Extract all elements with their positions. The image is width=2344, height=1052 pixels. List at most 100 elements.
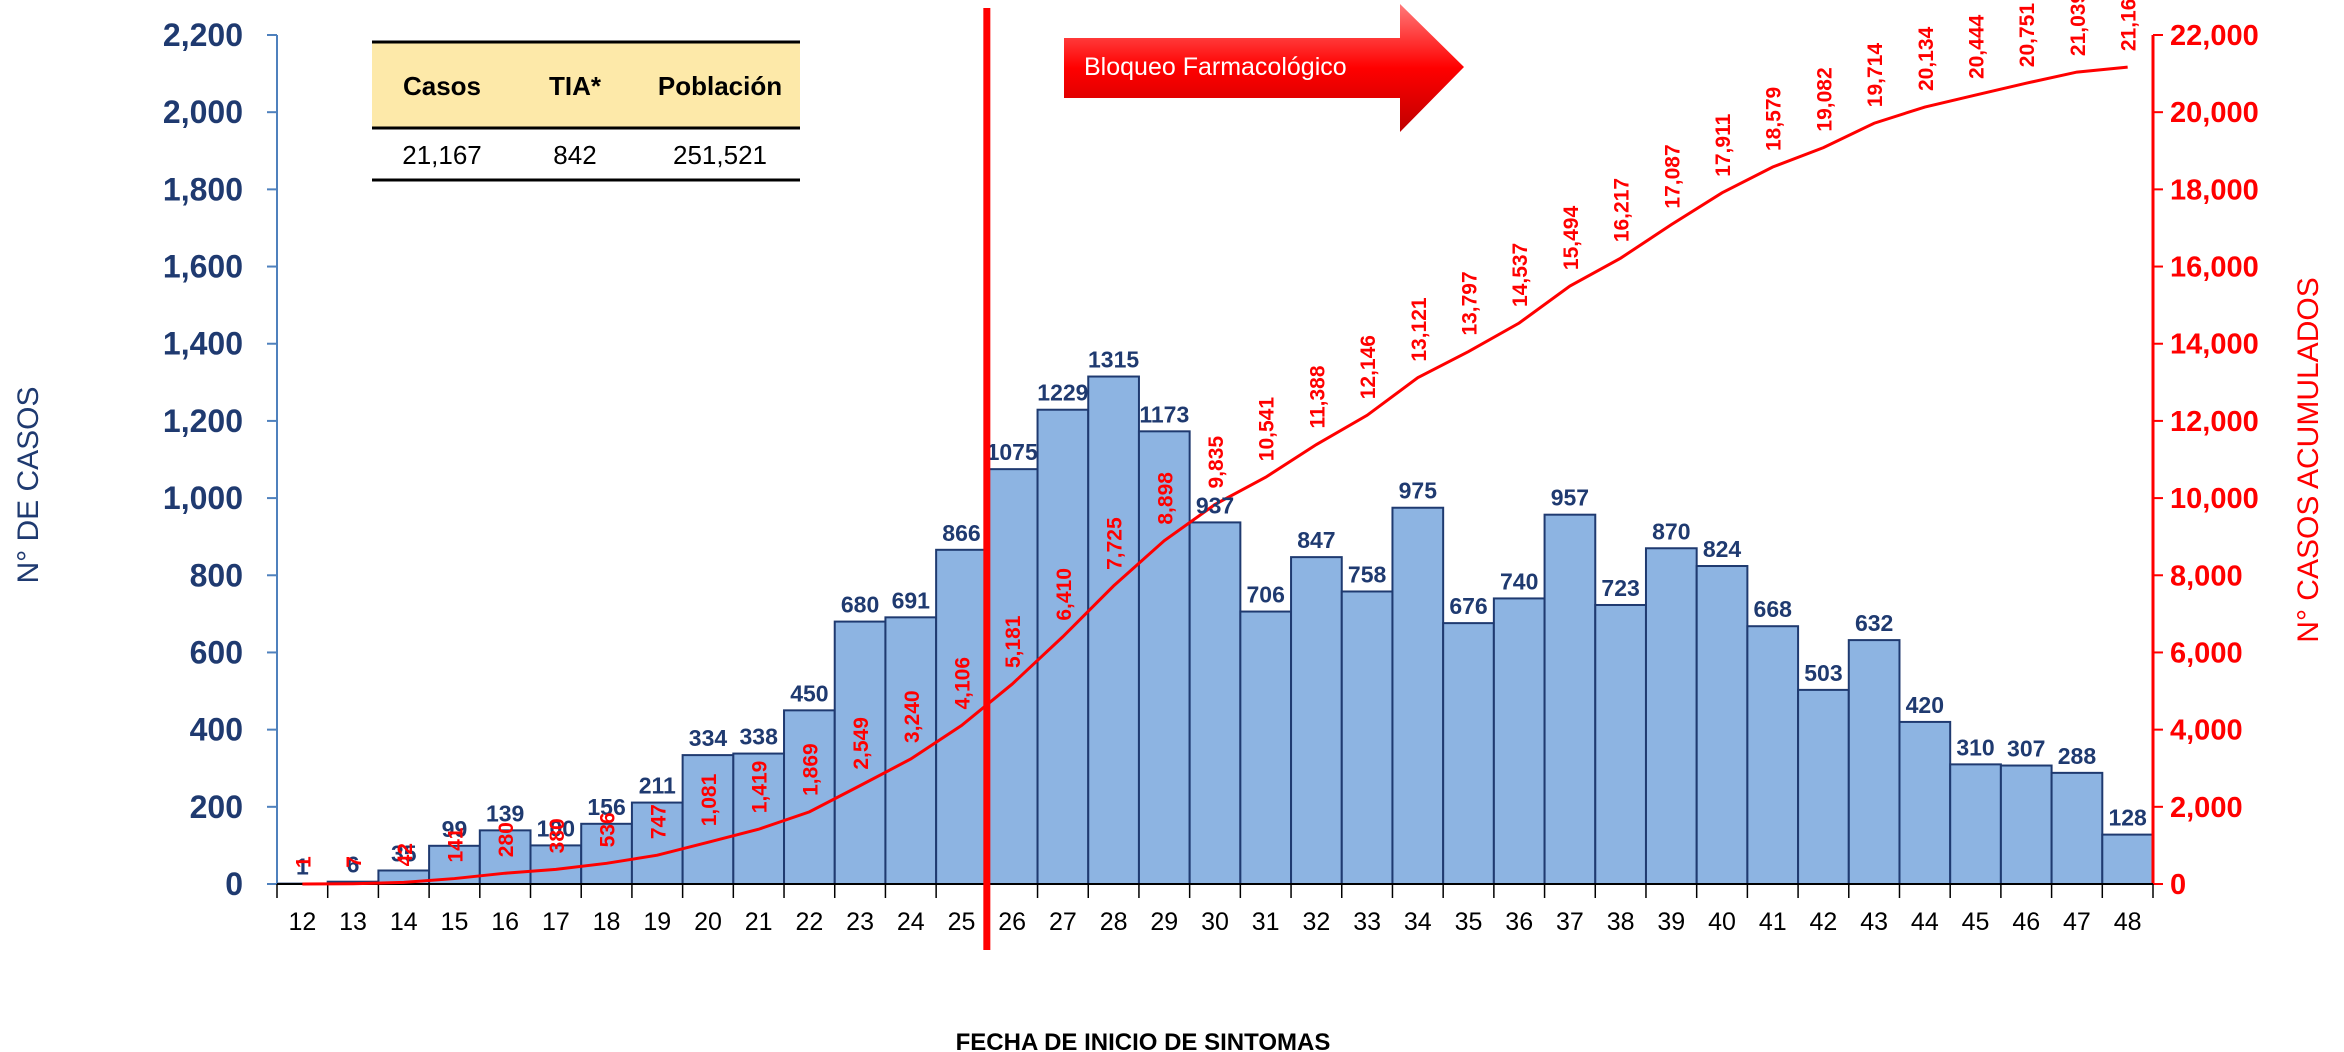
bar-label-40: 824	[1703, 536, 1742, 562]
bar-label-35: 676	[1449, 593, 1487, 619]
cumulative-label-38: 16,217	[1611, 178, 1634, 242]
y-tick-left-label: 2,200	[163, 17, 243, 53]
x-tick-label-44: 44	[1911, 908, 1939, 936]
bar-label-38: 723	[1601, 575, 1639, 601]
bar-46	[2001, 766, 2052, 884]
bar-37	[1545, 515, 1596, 884]
y-tick-right-label: 16,000	[2170, 252, 2259, 284]
bar-33	[1342, 591, 1393, 884]
summary-value-tia: 842	[553, 140, 596, 170]
x-tick-label-38: 38	[1607, 908, 1635, 936]
y-tick-right-label: 4,000	[2170, 715, 2243, 747]
y-tick-right-label: 22,000	[2170, 20, 2259, 52]
cumulative-label-12: 1	[292, 856, 315, 868]
bar-label-24: 691	[892, 587, 931, 613]
y-tick-left-label: 1,800	[163, 171, 243, 207]
intervention-arrow: Bloqueo Farmacológico	[1064, 4, 1464, 132]
cumulative-label-22: 1,869	[799, 743, 822, 796]
bar-label-33: 758	[1348, 561, 1387, 587]
bar-41	[1747, 626, 1798, 884]
y-tick-left-label: 1,600	[163, 249, 243, 285]
cumulative-label-25: 4,106	[951, 657, 974, 710]
bar-34	[1392, 508, 1443, 884]
bar-label-47: 288	[2058, 743, 2097, 769]
x-tick-label-47: 47	[2063, 908, 2091, 936]
cumulative-label-20: 1,081	[698, 773, 721, 826]
bar-25	[936, 550, 987, 884]
x-tick-label-43: 43	[1860, 908, 1888, 936]
bar-label-22: 450	[790, 680, 828, 706]
x-tick-label-13: 13	[339, 908, 367, 936]
cumulative-label-39: 17,087	[1661, 144, 1684, 208]
bar-label-36: 740	[1500, 568, 1538, 594]
y-axis-title-left: N° DE CASOS	[12, 386, 45, 583]
bar-28	[1088, 377, 1139, 884]
x-tick-label-34: 34	[1404, 908, 1432, 936]
bar-label-21: 338	[739, 724, 778, 750]
bar-label-26: 1075	[987, 439, 1038, 465]
bar-35	[1443, 623, 1494, 884]
cumulative-label-19: 747	[647, 804, 670, 839]
summary-header-poblacion: Población	[658, 71, 782, 101]
y-tick-right-label: 10,000	[2170, 483, 2259, 515]
summary-value-poblacion: 251,521	[673, 140, 767, 170]
x-tick-label-20: 20	[694, 908, 722, 936]
bar-label-27: 1229	[1037, 380, 1088, 406]
cumulative-label-21: 1,419	[749, 761, 772, 814]
y-tick-left-label: 0	[225, 866, 243, 902]
bar-label-32: 847	[1297, 527, 1335, 553]
bar-label-37: 957	[1551, 485, 1589, 511]
bar-22	[784, 710, 835, 884]
y-tick-right-label: 8,000	[2170, 560, 2243, 592]
cumulative-label-41: 18,579	[1763, 87, 1786, 151]
bar-47	[2052, 773, 2103, 884]
arrow-label: Bloqueo Farmacológico	[1084, 53, 1347, 81]
bar-label-23: 680	[841, 592, 879, 618]
bar-label-34: 975	[1399, 478, 1438, 504]
bar-label-44: 420	[1906, 692, 1944, 718]
y-tick-right-label: 20,000	[2170, 97, 2259, 129]
bar-42	[1798, 690, 1849, 884]
y-tick-right-label: 18,000	[2170, 174, 2259, 206]
x-tick-label-27: 27	[1049, 908, 1077, 936]
y-axis-title-right: N° CASOS ACUMULADOS	[2292, 277, 2325, 642]
summary-table: Casos TIA* Población 21,167 842 251,521	[372, 42, 800, 180]
x-tick-label-25: 25	[948, 908, 976, 936]
cumulative-label-31: 10,541	[1256, 397, 1279, 462]
x-tick-label-29: 29	[1150, 908, 1178, 936]
x-tick-label-45: 45	[1962, 908, 1990, 936]
bar-label-39: 870	[1652, 518, 1690, 544]
bar-label-25: 866	[942, 520, 980, 546]
bar-43	[1849, 640, 1900, 884]
cumulative-label-45: 20,444	[1966, 14, 1989, 79]
y-tick-right-label: 14,000	[2170, 329, 2259, 361]
x-tick-label-36: 36	[1505, 908, 1533, 936]
cumulative-label-23: 2,549	[850, 717, 873, 770]
cumulative-label-24: 3,240	[901, 690, 924, 743]
bar-26	[987, 469, 1038, 884]
x-tick-label-21: 21	[745, 908, 773, 936]
cumulative-label-16: 280	[495, 822, 518, 857]
x-tick-label-33: 33	[1353, 908, 1381, 936]
x-tick-label-30: 30	[1201, 908, 1229, 936]
bar-label-30: 937	[1196, 492, 1234, 518]
x-tick-label-48: 48	[2114, 908, 2142, 936]
x-tick-label-12: 12	[288, 908, 316, 936]
x-tick-label-41: 41	[1759, 908, 1787, 936]
bar-44	[1899, 722, 1950, 884]
x-tick-label-46: 46	[2012, 908, 2040, 936]
y-tick-left-label: 400	[190, 712, 243, 748]
y-tick-right-label: 0	[2170, 869, 2186, 901]
x-tick-label-19: 19	[643, 908, 671, 936]
x-tick-label-32: 32	[1302, 908, 1330, 936]
cumulative-label-48: 21,167	[2118, 0, 2141, 51]
bar-label-20: 334	[689, 725, 728, 751]
cumulative-label-17: 380	[546, 818, 569, 853]
y-tick-right-label: 6,000	[2170, 637, 2243, 669]
x-tick-label-17: 17	[542, 908, 570, 936]
y-tick-left-label: 600	[190, 634, 243, 670]
cumulative-label-40: 17,911	[1712, 113, 1735, 176]
cumulative-label-43: 19,714	[1864, 43, 1887, 108]
cumulative-label-26: 5,181	[1002, 615, 1025, 668]
x-axis-title: FECHA DE INICIO DE SINTOMAS	[956, 1029, 1331, 1052]
